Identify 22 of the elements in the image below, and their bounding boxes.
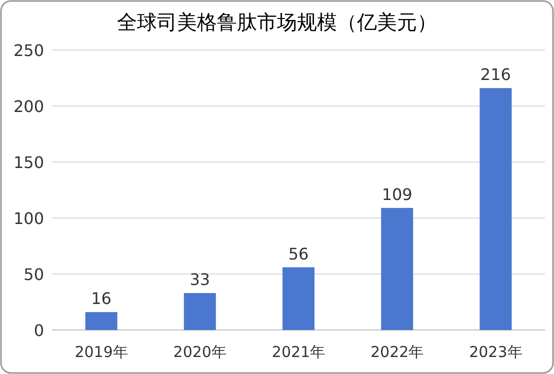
bar — [381, 208, 414, 330]
data-label: 109 — [382, 184, 412, 204]
y-tick-label: 0 — [34, 321, 44, 340]
y-tick-label: 250 — [13, 41, 44, 60]
y-tick-label: 50 — [24, 265, 44, 284]
data-label: 216 — [480, 65, 511, 84]
x-tick-label: 2020年 — [173, 343, 226, 361]
x-tick-label: 2019年 — [74, 343, 128, 361]
chart-title: 全球司美格鲁肽市场规模（亿美元） — [117, 10, 437, 34]
bar — [480, 88, 512, 330]
y-tick-label: 200 — [13, 97, 44, 116]
bar — [184, 293, 216, 330]
data-label: 16 — [91, 289, 112, 308]
y-tick-label: 100 — [13, 209, 44, 228]
x-tick-label: 2021年 — [272, 343, 326, 361]
data-label: 33 — [190, 270, 210, 290]
bar — [85, 312, 118, 330]
bar — [282, 267, 314, 330]
data-label: 56 — [288, 244, 309, 264]
y-tick-label: 150 — [13, 153, 44, 172]
x-tick-label: 2022年 — [370, 343, 424, 361]
x-tick-label: 2023年 — [469, 343, 522, 361]
